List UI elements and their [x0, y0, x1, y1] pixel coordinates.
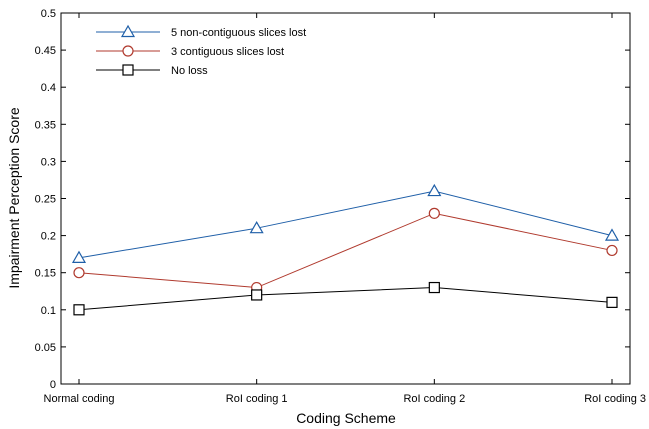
y-axis: 0 0.05 0.1 0.15 0.2 0.25 0.3 0.35 0.4 0.45 0.5 — [35, 8, 630, 391]
legend-item: 3 contiguous slices lost — [96, 45, 284, 58]
y-tick-label: 0.5 — [41, 8, 56, 20]
y-tick-label: 0.45 — [35, 45, 56, 57]
legend: 5 non-contiguous slices lost 3 contiguous… — [96, 24, 306, 77]
y-tick-label: 0 — [50, 379, 56, 391]
data-point — [249, 220, 264, 234]
y-tick-label: 0.35 — [35, 119, 56, 131]
data-point — [606, 244, 618, 257]
series-2 — [73, 281, 618, 316]
y-tick-label: 0.1 — [41, 305, 56, 317]
x-axis-label: Coding Scheme — [296, 410, 396, 426]
series-line — [78, 190, 613, 259]
data-point — [73, 304, 85, 316]
legend-item: 5 non-contiguous slices lost — [96, 24, 306, 39]
data-point — [604, 228, 620, 241]
series-group — [71, 183, 620, 316]
data-point — [251, 289, 263, 301]
x-tick-label: Normal coding — [44, 393, 115, 405]
legend-marker — [120, 24, 136, 38]
y-tick-label: 0.3 — [41, 156, 56, 168]
legend-marker — [122, 45, 134, 57]
data-point — [428, 207, 440, 219]
legend-item: No loss — [96, 64, 208, 77]
x-tick-label: RoI coding 3 — [584, 393, 646, 405]
legend-label: No loss — [171, 65, 208, 77]
legend-label: 3 contiguous slices lost — [171, 46, 284, 58]
x-tick-label: RoI coding 2 — [403, 393, 465, 405]
plot-frame — [60, 12, 631, 385]
y-tick-label: 0.15 — [35, 268, 56, 280]
legend-marker — [122, 64, 134, 76]
legend-label: 5 non-contiguous slices lost — [171, 27, 306, 39]
data-point — [428, 281, 440, 294]
y-tick-label: 0.25 — [35, 194, 56, 206]
x-axis: Normal coding RoI coding 1 RoI coding 2 RoI… — [44, 13, 646, 405]
series-0 — [71, 183, 620, 263]
y-axis-label: Impairment Perception Score — [6, 107, 22, 289]
data-point — [73, 267, 85, 279]
y-tick-label: 0.4 — [41, 82, 56, 94]
series-line — [78, 287, 613, 311]
series-1 — [73, 207, 618, 294]
data-point — [606, 296, 618, 308]
series-line — [78, 212, 613, 289]
y-tick-label: 0.2 — [41, 231, 56, 243]
data-point — [71, 250, 87, 263]
y-tick-label: 0.05 — [35, 342, 56, 354]
x-tick-label: RoI coding 1 — [226, 393, 288, 405]
data-point — [427, 183, 442, 197]
